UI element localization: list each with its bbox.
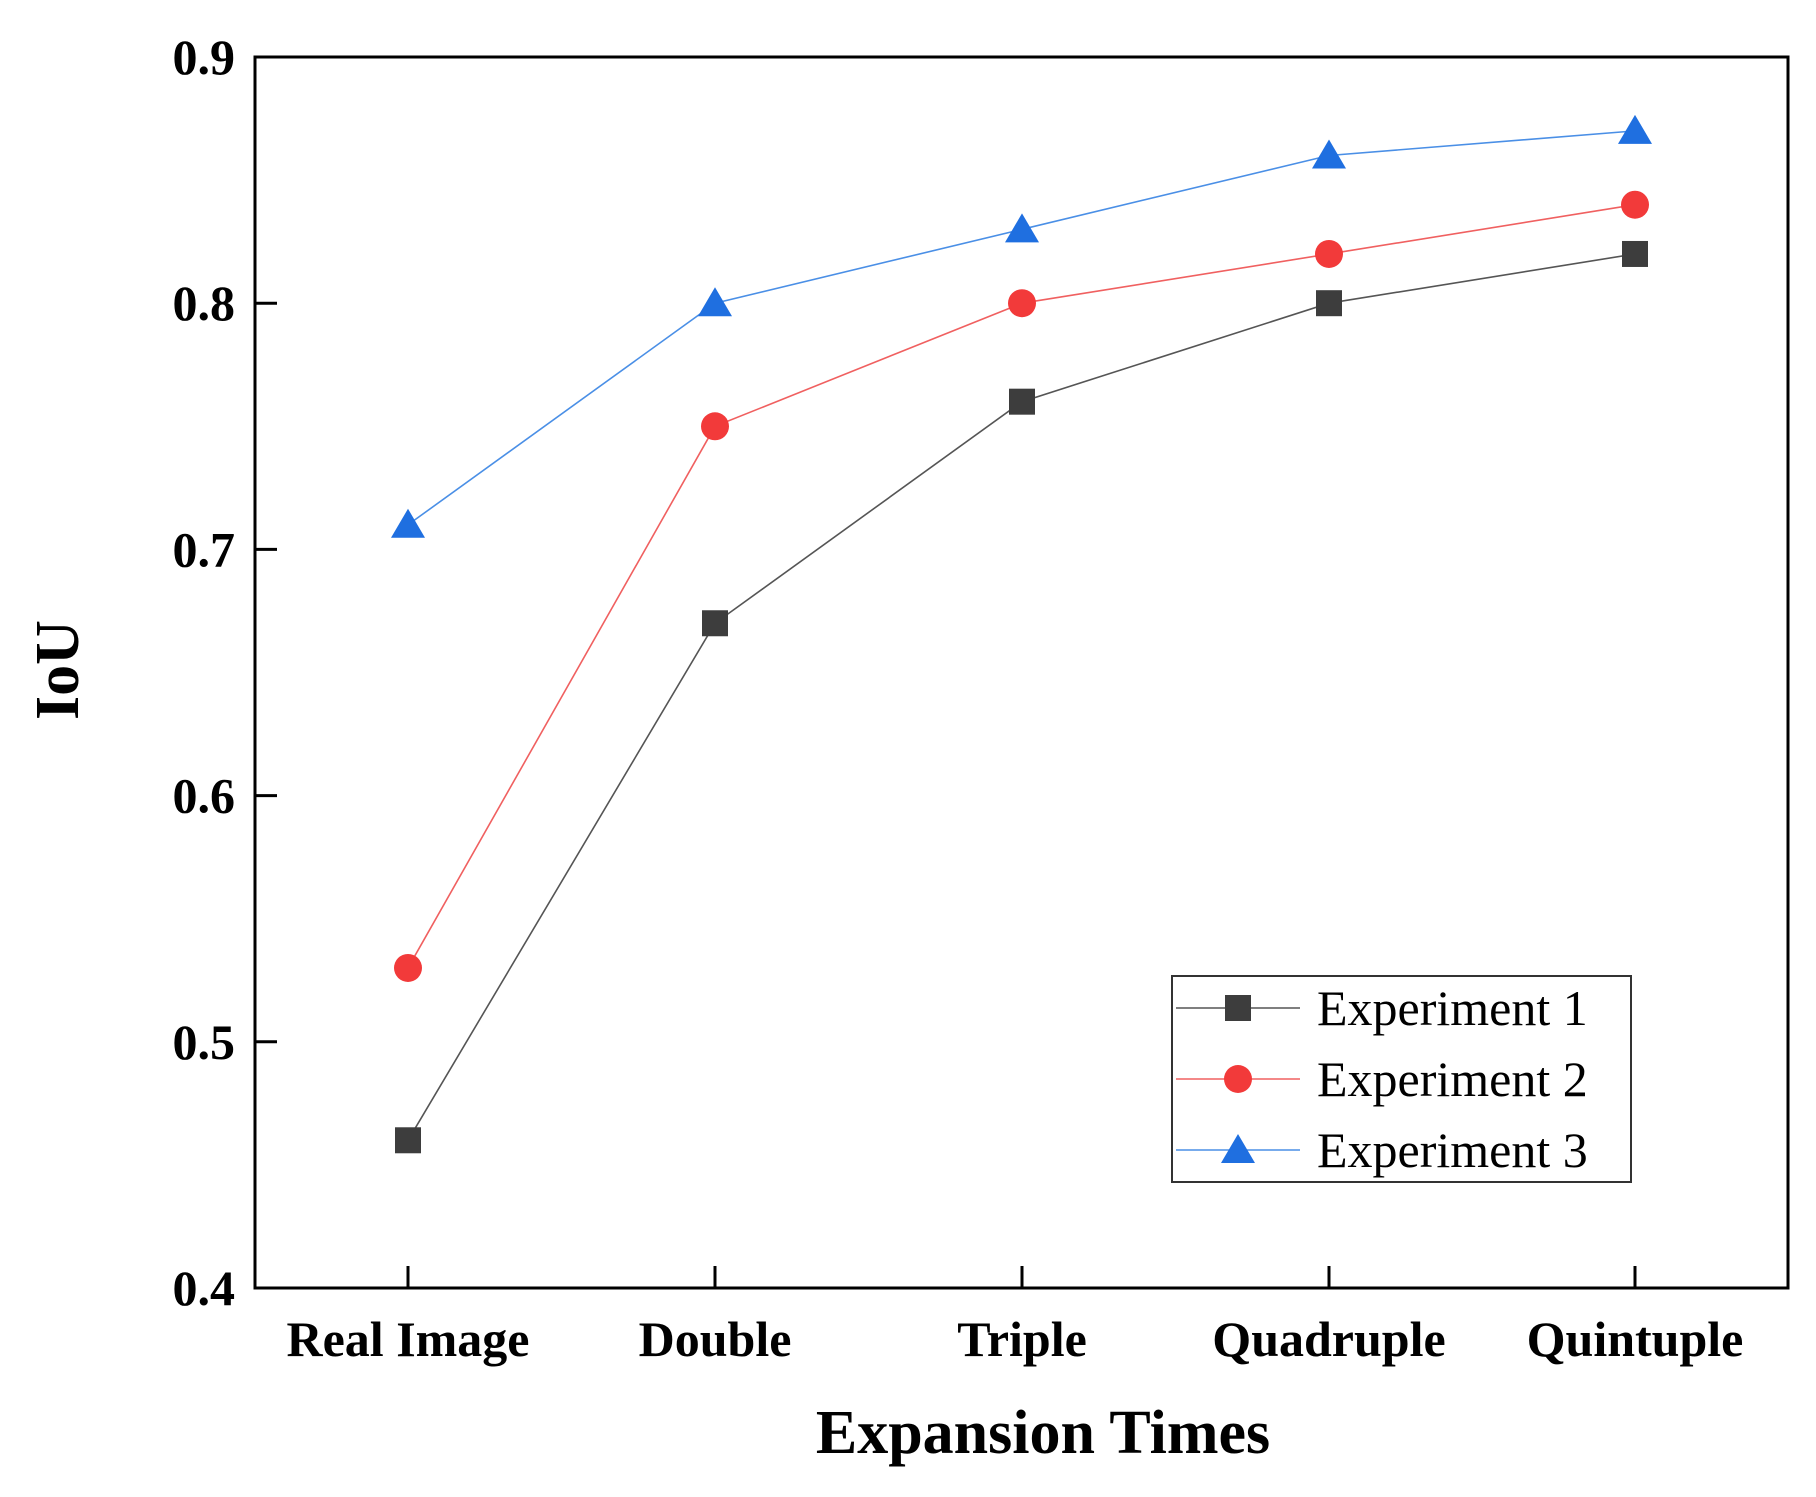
y-tick-label: 0.6 (173, 768, 236, 824)
series-2-point (1315, 239, 1343, 268)
series-2-point (1008, 289, 1036, 318)
series-1-point (702, 610, 728, 637)
y-axis-ticks: 0.4 0.5 0.6 0.7 0.8 0.9 (173, 29, 277, 1316)
series-3-point (391, 508, 425, 538)
series-2-point (1621, 190, 1649, 219)
legend-marker (1221, 1134, 1255, 1163)
y-tick-label: 0.9 (173, 29, 236, 85)
x-tick-label: Quintuple (1527, 1311, 1744, 1367)
series-3-point (698, 287, 732, 317)
legend: Experiment 1 Experiment 2 Experiment 3 (1171, 975, 1632, 1183)
legend-label: Experiment 1 (1317, 980, 1588, 1036)
legend-marker (1225, 995, 1251, 1021)
series-1-point (1622, 240, 1648, 267)
series-3-point (1312, 139, 1346, 169)
y-tick-label: 0.5 (173, 1014, 236, 1070)
x-axis-ticks: Real Image Double Triple Quadruple Quintuple (287, 1266, 1744, 1367)
x-tick-label: Quadruple (1212, 1311, 1445, 1367)
series-2-point (394, 953, 422, 982)
series-1 (395, 240, 1648, 1154)
x-tick-label: Real Image (287, 1311, 530, 1367)
x-axis-title: Expansion Times (816, 1399, 1270, 1467)
legend-marker (1224, 1065, 1252, 1093)
y-tick-label: 0.4 (173, 1260, 236, 1316)
legend-label: Experiment 3 (1317, 1122, 1588, 1178)
series-1-point (1009, 388, 1035, 415)
y-axis-title: IoU (24, 620, 92, 720)
series-3-point (1618, 114, 1652, 144)
series-layer (391, 114, 1652, 1154)
series-1-point (395, 1127, 421, 1154)
y-tick-label: 0.8 (173, 275, 236, 331)
legend-label: Experiment 2 (1317, 1051, 1588, 1107)
y-tick-label: 0.7 (173, 521, 236, 577)
x-tick-label: Triple (957, 1311, 1087, 1367)
series-1-point (1316, 290, 1342, 317)
series-2 (394, 190, 1649, 982)
x-tick-label: Double (639, 1311, 792, 1367)
series-2-point (701, 412, 729, 441)
series-3-point (1005, 213, 1039, 243)
series-3 (391, 114, 1652, 538)
